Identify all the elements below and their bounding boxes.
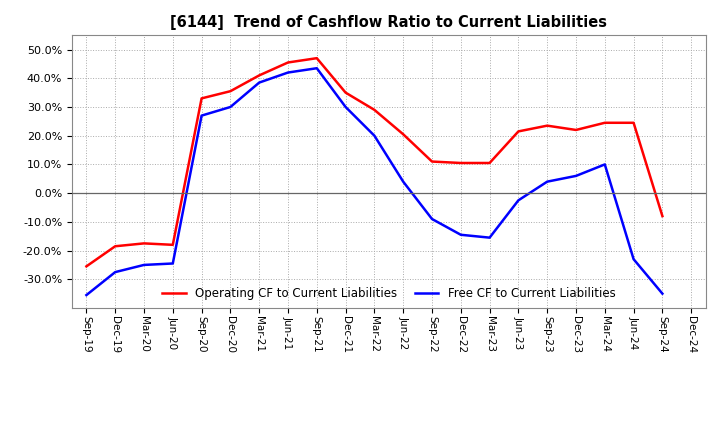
Operating CF to Current Liabilities xyxy=(370,107,379,113)
Free CF to Current Liabilities xyxy=(514,198,523,203)
Operating CF to Current Liabilities xyxy=(82,264,91,269)
Free CF to Current Liabilities xyxy=(140,262,148,268)
Free CF to Current Liabilities xyxy=(658,291,667,296)
Operating CF to Current Liabilities xyxy=(629,120,638,125)
Operating CF to Current Liabilities xyxy=(399,132,408,137)
Free CF to Current Liabilities xyxy=(456,232,465,238)
Title: [6144]  Trend of Cashflow Ratio to Current Liabilities: [6144] Trend of Cashflow Ratio to Curren… xyxy=(171,15,607,30)
Free CF to Current Liabilities xyxy=(255,80,264,85)
Operating CF to Current Liabilities xyxy=(111,244,120,249)
Operating CF to Current Liabilities xyxy=(514,129,523,134)
Free CF to Current Liabilities xyxy=(341,104,350,110)
Free CF to Current Liabilities xyxy=(370,133,379,138)
Operating CF to Current Liabilities xyxy=(543,123,552,128)
Operating CF to Current Liabilities xyxy=(284,60,292,65)
Legend: Operating CF to Current Liabilities, Free CF to Current Liabilities: Operating CF to Current Liabilities, Fre… xyxy=(157,282,621,305)
Operating CF to Current Liabilities xyxy=(456,160,465,165)
Free CF to Current Liabilities xyxy=(629,257,638,262)
Free CF to Current Liabilities xyxy=(485,235,494,240)
Free CF to Current Liabilities xyxy=(543,179,552,184)
Operating CF to Current Liabilities xyxy=(168,242,177,247)
Free CF to Current Liabilities xyxy=(428,216,436,222)
Free CF to Current Liabilities xyxy=(226,104,235,110)
Operating CF to Current Liabilities xyxy=(600,120,609,125)
Free CF to Current Liabilities xyxy=(111,269,120,275)
Operating CF to Current Liabilities xyxy=(197,96,206,101)
Operating CF to Current Liabilities xyxy=(341,90,350,95)
Operating CF to Current Liabilities xyxy=(485,160,494,165)
Free CF to Current Liabilities xyxy=(399,179,408,184)
Operating CF to Current Liabilities xyxy=(140,241,148,246)
Operating CF to Current Liabilities xyxy=(428,159,436,164)
Operating CF to Current Liabilities xyxy=(312,55,321,61)
Line: Operating CF to Current Liabilities: Operating CF to Current Liabilities xyxy=(86,58,662,266)
Line: Free CF to Current Liabilities: Free CF to Current Liabilities xyxy=(86,68,662,295)
Free CF to Current Liabilities xyxy=(168,261,177,266)
Operating CF to Current Liabilities xyxy=(226,88,235,94)
Free CF to Current Liabilities xyxy=(312,66,321,71)
Operating CF to Current Liabilities xyxy=(572,127,580,132)
Free CF to Current Liabilities xyxy=(82,293,91,298)
Free CF to Current Liabilities xyxy=(572,173,580,179)
Operating CF to Current Liabilities xyxy=(255,73,264,78)
Free CF to Current Liabilities xyxy=(197,113,206,118)
Operating CF to Current Liabilities xyxy=(658,213,667,219)
Free CF to Current Liabilities xyxy=(600,162,609,167)
Free CF to Current Liabilities xyxy=(284,70,292,75)
